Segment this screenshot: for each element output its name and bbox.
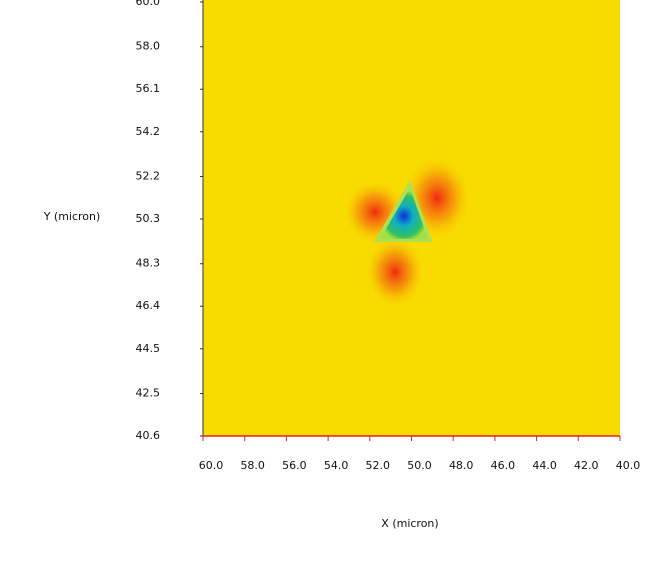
y-tick-label: 50.3 (136, 212, 161, 225)
x-tick-label: 58.0 (240, 459, 265, 472)
y-axis-label: Y (micron) (43, 210, 101, 223)
x-tick-label: 44.0 (532, 459, 557, 472)
x-tick-label: 46.0 (491, 459, 516, 472)
x-tick-label: 50.0 (407, 459, 432, 472)
triangle-core (380, 188, 428, 239)
y-tick-label: 48.3 (136, 257, 161, 270)
heatmap-field (203, 0, 620, 436)
hot-spot (365, 236, 425, 308)
y-tick-label: 44.5 (136, 342, 161, 355)
y-tick-label: 56.1 (136, 82, 161, 95)
y-tick-label: 52.2 (136, 169, 161, 182)
y-tick-label: 40.6 (136, 429, 161, 442)
y-tick-label: 46.4 (136, 299, 161, 312)
x-tick-label: 56.0 (282, 459, 307, 472)
x-axis-label: X (micron) (381, 517, 438, 530)
y-tick-label: 54.2 (136, 125, 161, 138)
x-tick-label: 48.0 (449, 459, 474, 472)
y-tick-label: 42.5 (136, 386, 161, 399)
x-tick-label: 40.0 (616, 459, 641, 472)
x-tick-label: 42.0 (574, 459, 599, 472)
x-tick-label: 52.0 (366, 459, 391, 472)
x-tick-label: 60.0 (199, 459, 224, 472)
y-tick-label: 58.0 (136, 40, 161, 53)
x-tick-label: 54.0 (324, 459, 349, 472)
y-tick-label: 60.0 (136, 0, 161, 8)
